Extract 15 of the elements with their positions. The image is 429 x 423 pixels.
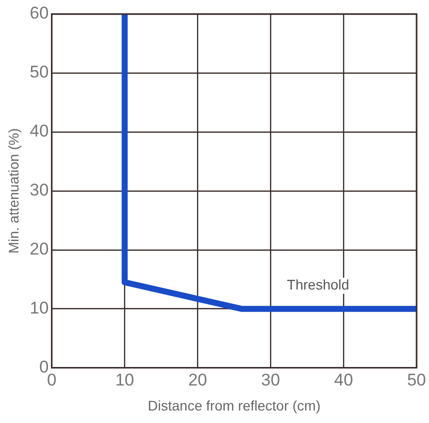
y-tick-label: 10 [30,298,49,318]
y-tick-label: 30 [30,180,49,200]
y-tick-label: 40 [30,122,49,141]
x-axis-title: Distance from reflector (cm) [148,397,320,414]
x-tick-label: 10 [115,370,134,390]
x-tick-label: 50 [407,370,426,390]
y-axis-title: Min. attenuation (%) [5,128,22,254]
annotation: Threshold [286,276,350,293]
y-tick-label: 50 [30,62,49,82]
y-tick-label: 60 [30,4,49,23]
y-tick-label: 20 [30,240,49,259]
x-tick-label: 30 [261,370,280,390]
x-tick-label: 20 [188,370,208,390]
y-tick-label: 0 [39,357,49,376]
x-tick-label: 40 [334,370,354,390]
